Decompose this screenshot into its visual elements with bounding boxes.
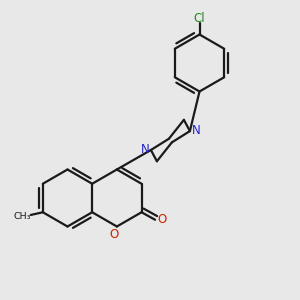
Text: O: O (157, 213, 166, 226)
Text: N: N (140, 142, 149, 156)
Text: O: O (109, 228, 119, 241)
Text: N: N (191, 124, 200, 137)
Text: CH₃: CH₃ (14, 212, 32, 221)
Text: Cl: Cl (194, 11, 205, 25)
